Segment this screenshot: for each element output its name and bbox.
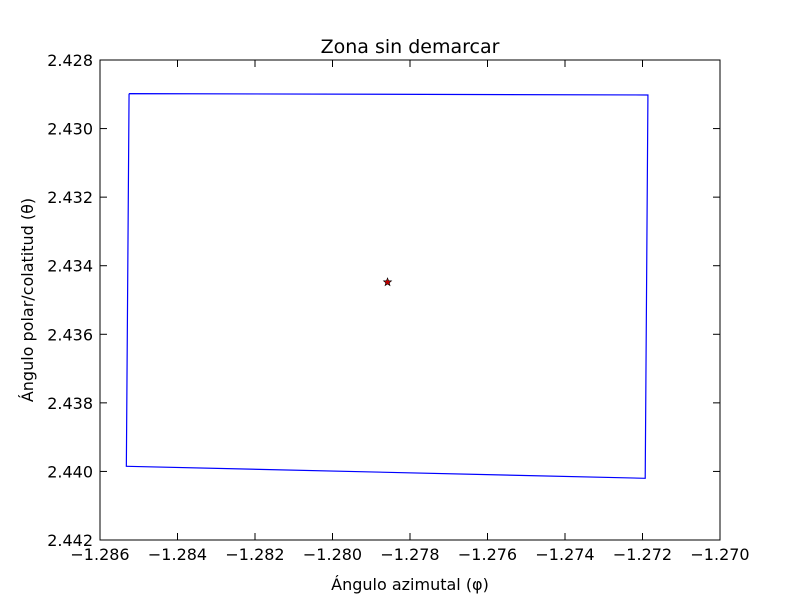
series-line-0 [125, 93, 649, 479]
x-axis-label: Ángulo azimutal (φ) [331, 575, 489, 594]
star-marker-0 [382, 277, 393, 287]
y-tick-label-4: 2.436 [47, 325, 93, 344]
x-tick-label-3: −1.280 [303, 545, 362, 564]
plot-area [125, 93, 649, 479]
x-tick-label-5: −1.276 [458, 545, 517, 564]
x-tick-label-1: −1.284 [148, 545, 207, 564]
x-tick-label-7: −1.272 [613, 545, 672, 564]
y-tick-label-6: 2.440 [47, 462, 93, 481]
axes: −1.286 −1.284 −1.282 −1.280 −1.278 −1.276 −1.2… [47, 51, 749, 564]
x-tick-label-6: −1.274 [535, 545, 594, 564]
x-tick-label-2: −1.282 [225, 545, 284, 564]
x-tick-label-4: −1.278 [380, 545, 439, 564]
y-tick-label-2: 2.432 [47, 188, 93, 207]
y-tick-label-5: 2.438 [47, 394, 93, 413]
y-axis-label: Ángulo polar/colatitud (θ) [18, 198, 37, 402]
y-tick-label-7: 2.442 [47, 531, 93, 550]
x-tick-label-8: −1.270 [690, 545, 749, 564]
x-tick-label-0: −1.286 [70, 545, 129, 564]
y-tick-label-1: 2.430 [47, 120, 93, 139]
y-tick-label-0: 2.428 [47, 51, 93, 70]
chart-title: Zona sin demarcar [321, 36, 500, 58]
y-tick-label-3: 2.434 [47, 257, 93, 276]
